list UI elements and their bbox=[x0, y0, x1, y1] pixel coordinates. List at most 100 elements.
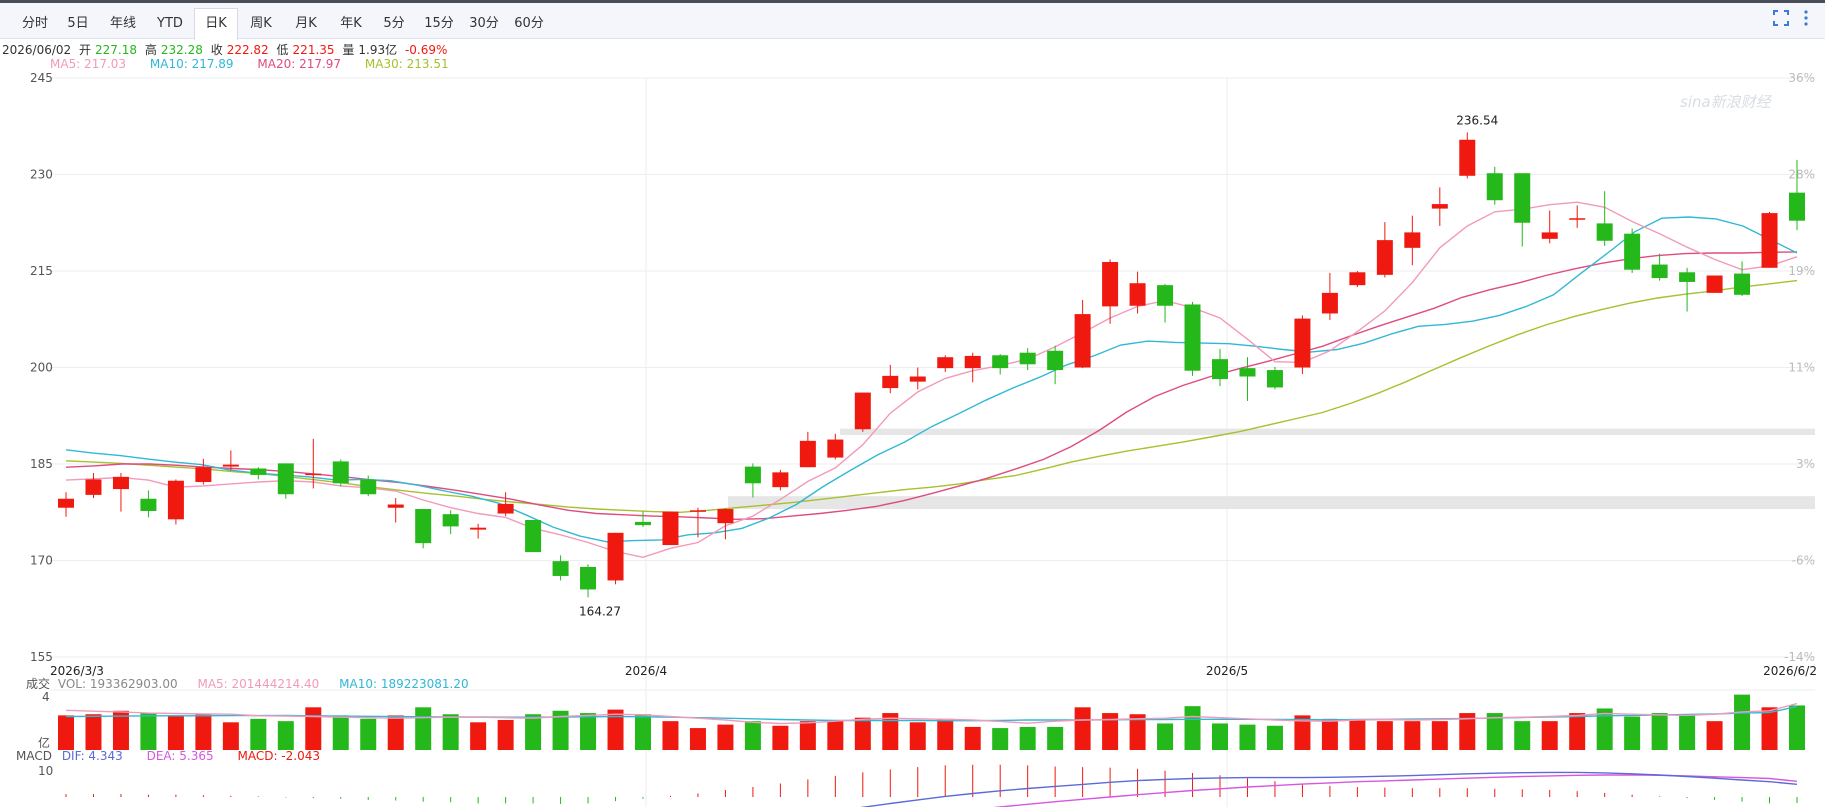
volume-bar bbox=[1102, 713, 1119, 750]
candle-body bbox=[360, 479, 377, 495]
tab-6[interactable]: 月K bbox=[295, 16, 317, 31]
volume-bar bbox=[854, 717, 871, 750]
volume-tick-label: 4 bbox=[42, 690, 50, 704]
candle-body bbox=[1706, 275, 1723, 293]
volume-bar bbox=[277, 721, 294, 750]
candle-body bbox=[525, 519, 542, 553]
price-band bbox=[840, 428, 1815, 436]
volume-value: 1.93亿 bbox=[358, 43, 398, 57]
volume-bar bbox=[1376, 721, 1393, 750]
tab-5[interactable]: 周K bbox=[250, 16, 272, 31]
tab-4[interactable]: 日K bbox=[194, 8, 238, 41]
volume-bar bbox=[1486, 713, 1503, 750]
tab-8[interactable]: 5分 bbox=[383, 16, 405, 31]
candle-body bbox=[772, 472, 789, 488]
ma-legend: MA5: 217.03 MA10: 217.89 MA20: 217.97 MA… bbox=[50, 57, 469, 71]
x-axis-label: 2026/4 bbox=[625, 664, 667, 678]
candle-body bbox=[85, 479, 102, 495]
volume-bar bbox=[387, 715, 404, 750]
pct-tick-label: -14% bbox=[1784, 650, 1815, 664]
vol-ma10-legend: MA10: 189223081.20 bbox=[339, 677, 469, 691]
volume-bar bbox=[112, 710, 129, 750]
volume-bar bbox=[1514, 721, 1531, 750]
tab-0[interactable]: 分时 bbox=[21, 16, 48, 31]
ma30-line bbox=[65, 279, 1798, 514]
x-axis-label: 2026/6/2 bbox=[1763, 664, 1817, 678]
candle-body bbox=[140, 498, 157, 511]
candle-body bbox=[167, 480, 184, 520]
volume-bar bbox=[442, 714, 459, 750]
tab-9[interactable]: 15分 bbox=[424, 16, 454, 31]
y-tick-label: 155 bbox=[30, 650, 53, 664]
candle-body bbox=[1789, 192, 1805, 221]
volume-bar bbox=[497, 720, 514, 750]
candle-body bbox=[277, 463, 294, 495]
volume-bar bbox=[1459, 713, 1476, 750]
volume-bar bbox=[827, 721, 844, 750]
more-vertical-icon[interactable] bbox=[1800, 9, 1812, 27]
candle-body bbox=[470, 527, 487, 530]
tab-11[interactable]: 60分 bbox=[514, 16, 544, 31]
candle-body bbox=[1486, 173, 1503, 201]
pct-tick-label: 11% bbox=[1788, 361, 1815, 375]
ma30-legend: MA30: 213.51 bbox=[364, 57, 449, 71]
volume-bar bbox=[332, 715, 349, 750]
candle-body bbox=[689, 510, 706, 512]
candle-body bbox=[1514, 173, 1531, 223]
volume-bar bbox=[305, 707, 322, 750]
volume-bar bbox=[1184, 706, 1201, 750]
candle-body bbox=[442, 514, 459, 527]
ma20-line bbox=[65, 251, 1798, 521]
volume-bar bbox=[635, 714, 651, 750]
candle-body bbox=[1569, 218, 1586, 220]
y-tick-label: 200 bbox=[30, 361, 53, 375]
min-price-label: 164.27 bbox=[579, 604, 621, 618]
macd-legend: MACD DIF: 4.343 DEA: 5.365 MACD: -2.043 bbox=[16, 749, 340, 763]
candle-body bbox=[1321, 292, 1338, 314]
volume-bar bbox=[1349, 720, 1366, 750]
candle-body bbox=[1596, 223, 1613, 241]
top-border bbox=[0, 0, 1825, 3]
candle-body bbox=[827, 439, 844, 458]
volume-bar bbox=[1651, 713, 1668, 750]
candle-body bbox=[1459, 139, 1476, 176]
expand-icon[interactable] bbox=[1772, 9, 1790, 27]
y-tick-label: 230 bbox=[30, 168, 53, 182]
candle-body bbox=[1404, 232, 1421, 248]
candle-body bbox=[305, 473, 322, 476]
y-tick-label: 245 bbox=[30, 71, 53, 85]
candle-body bbox=[1212, 359, 1228, 380]
volume-bar bbox=[525, 714, 542, 750]
candle-body bbox=[635, 521, 651, 526]
volume-bar bbox=[1266, 725, 1283, 750]
volume-bar bbox=[222, 722, 239, 750]
low-label: 低 bbox=[276, 43, 289, 57]
candle-body bbox=[1679, 272, 1696, 282]
tab-2[interactable]: 年线 bbox=[109, 16, 136, 31]
volume-bar bbox=[1294, 715, 1311, 750]
tab-1[interactable]: 5日 bbox=[67, 16, 89, 31]
tab-10[interactable]: 30分 bbox=[469, 16, 499, 31]
ma10-line bbox=[65, 216, 1798, 543]
candle-body bbox=[1624, 233, 1641, 270]
y-tick-label: 170 bbox=[30, 554, 53, 568]
watermark: sina新浪财经 bbox=[1680, 93, 1773, 111]
volume-bar bbox=[772, 725, 789, 750]
candle-body bbox=[937, 357, 954, 369]
tab-7[interactable]: 年K bbox=[340, 16, 362, 31]
tab-3[interactable]: YTD bbox=[157, 16, 183, 31]
volume-bar bbox=[1706, 721, 1723, 750]
volume-bar bbox=[1074, 707, 1091, 750]
volume-bar bbox=[552, 710, 569, 750]
volume-bar bbox=[195, 714, 212, 750]
candle-body bbox=[1294, 318, 1311, 368]
change-value: -0.69% bbox=[404, 43, 448, 57]
candle-body bbox=[1761, 213, 1778, 268]
dif-line bbox=[859, 771, 1798, 807]
candle-body bbox=[1074, 314, 1091, 368]
ma5-line bbox=[65, 201, 1798, 559]
volume-bar bbox=[799, 721, 816, 750]
volume-bar bbox=[909, 722, 926, 750]
close-value: 222.82 bbox=[226, 43, 269, 57]
